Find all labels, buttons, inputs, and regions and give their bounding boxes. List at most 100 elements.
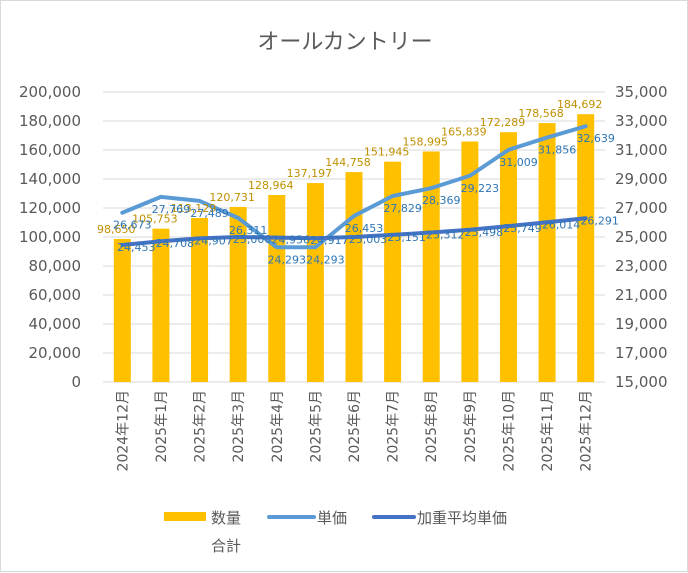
bar: [113, 238, 131, 382]
data-labels: 98,650105,753113,129120,731128,964137,19…: [97, 98, 619, 266]
line-series: [120, 124, 588, 250]
weighted-avg-data-label: 26,014: [542, 218, 581, 231]
bar-data-label: 158,995: [402, 135, 448, 148]
bar: [268, 195, 286, 382]
right-tick-label: 23,000: [615, 257, 668, 275]
bar-data-label: 120,731: [209, 191, 255, 204]
bar: [499, 132, 517, 382]
left-tick-label: 200,000: [19, 83, 81, 101]
unit-price-data-label: 31,009: [499, 156, 538, 169]
category-axis: 2024年12月 2025年1月 2025年2月 2025年3月 2025年4月 2025…: [115, 390, 594, 471]
bar-series: [113, 114, 595, 383]
legend-swatch-bar: [164, 512, 206, 521]
right-tick-label: 21,000: [615, 286, 668, 304]
bar: [229, 206, 247, 382]
category-label: 2025年7月: [386, 390, 402, 463]
bar-data-label: 128,964: [248, 179, 294, 192]
unit-price-data-label: 31,856: [538, 144, 577, 157]
weighted-avg-data-label: 25,151: [387, 231, 426, 244]
bar-data-label: 113,129: [171, 202, 217, 215]
left-tick-label: 60,000: [29, 286, 82, 304]
bar-data-label: 172,289: [480, 116, 526, 129]
bar: [577, 114, 595, 383]
bar: [152, 228, 170, 382]
category-label: 2025年6月: [347, 390, 363, 463]
category-label: 2025年10月: [501, 390, 517, 471]
left-tick-label: 160,000: [19, 141, 81, 159]
weighted-avg-data-label: 25,749: [503, 222, 542, 235]
bar: [345, 172, 363, 382]
legend-label: 数量: [211, 509, 241, 527]
weighted-avg-line: [120, 216, 588, 247]
weighted-avg-data-label: 25,312: [426, 228, 465, 241]
right-tick-label: 25,000: [615, 228, 668, 246]
right-tick-label: 27,000: [615, 199, 668, 217]
bar-data-label: 105,753: [132, 213, 178, 226]
bar: [538, 123, 556, 382]
left-tick-label: 0: [71, 373, 81, 391]
unit-price-data-label: 32,639: [576, 132, 615, 145]
weighted-avg-data-label: 25,498: [465, 226, 504, 239]
right-tick-label: 17,000: [615, 344, 668, 362]
category-label: 2025年12月: [579, 390, 595, 471]
unit-price-data-label: 27,489: [190, 207, 229, 220]
weighted-avg-data-label: 24,917: [310, 234, 349, 247]
bar-data-label: 184,692: [557, 98, 603, 111]
chart-title: オールカントリー: [257, 30, 432, 55]
bar-data-label: 144,758: [325, 156, 371, 169]
weighted-avg-data-label: 24,453: [117, 241, 156, 254]
left-tick-label: 40,000: [29, 315, 82, 333]
unit-price-data-label: 28,369: [422, 194, 461, 207]
bar-data-label: 165,839: [441, 126, 487, 139]
unit-price-data-label: 27,829: [383, 202, 422, 215]
weighted-avg-data-label: 25,000: [233, 233, 272, 246]
left-tick-label: 80,000: [29, 257, 82, 275]
right-tick-label: 29,000: [615, 170, 668, 188]
weighted-avg-data-label: 24,907: [194, 234, 233, 247]
left-axis: 0 20,000 40,000 60,000 80,000 100,000 120,000 1…: [19, 83, 81, 391]
weighted-avg-data-label: 24,956: [272, 234, 311, 247]
left-tick-label: 180,000: [19, 112, 81, 130]
category-label: 2025年3月: [231, 390, 247, 463]
bar: [461, 141, 479, 382]
right-tick-label: 31,000: [615, 141, 668, 159]
category-label: 2025年8月: [424, 390, 440, 463]
unit-price-data-label: 24,293: [306, 253, 345, 266]
right-axis: 15,000 17,000 19,000 21,000 23,000 25,000 27,0…: [615, 83, 668, 391]
category-label: 2025年9月: [463, 390, 479, 463]
bar: [191, 217, 209, 382]
unit-price-data-label: 29,223: [461, 182, 500, 195]
left-tick-label: 20,000: [29, 344, 82, 362]
bar: [306, 183, 324, 382]
category-label: 2025年11月: [540, 390, 556, 471]
weighted-avg-data-label: 25,003: [349, 233, 388, 246]
unit-price-data-label: 26,311: [229, 224, 268, 237]
right-tick-label: 19,000: [615, 315, 668, 333]
right-tick-label: 15,000: [615, 373, 668, 391]
category-label: 2025年4月: [270, 390, 286, 463]
weighted-avg-data-label: 24,708: [156, 237, 195, 250]
bar-data-label: 137,197: [287, 167, 333, 180]
right-tick-label: 33,000: [615, 112, 668, 130]
unit-price-data-label: 24,293: [268, 253, 307, 266]
unit-price-data-label: 26,673: [113, 219, 152, 232]
right-tick-label: 35,000: [615, 83, 668, 101]
bar-data-label: 178,568: [518, 107, 564, 120]
legend-label: 単価: [317, 509, 347, 527]
left-tick-label: 140,000: [19, 170, 81, 188]
category-label: 2025年5月: [308, 390, 324, 463]
legend-label: 加重平均単価: [417, 509, 507, 527]
bar: [384, 161, 402, 382]
legend-label: 合計: [211, 537, 241, 555]
left-tick-label: 100,000: [19, 228, 81, 246]
bar: [422, 151, 440, 382]
bar-data-label: 151,945: [364, 146, 410, 159]
left-tick-label: 120,000: [19, 199, 81, 217]
category-label: 2025年1月: [154, 390, 170, 463]
category-label: 2025年2月: [193, 390, 209, 463]
unit-price-line: [120, 124, 588, 250]
unit-price-data-label: 27,769: [152, 203, 191, 216]
category-label: 2024年12月: [115, 390, 131, 471]
